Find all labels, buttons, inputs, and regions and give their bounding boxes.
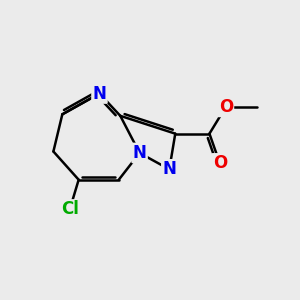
- Text: N: N: [92, 85, 106, 103]
- Text: Cl: Cl: [61, 200, 79, 218]
- Text: O: O: [213, 154, 227, 172]
- Text: O: O: [219, 98, 233, 116]
- Text: N: N: [133, 144, 146, 162]
- Text: N: N: [162, 160, 176, 178]
